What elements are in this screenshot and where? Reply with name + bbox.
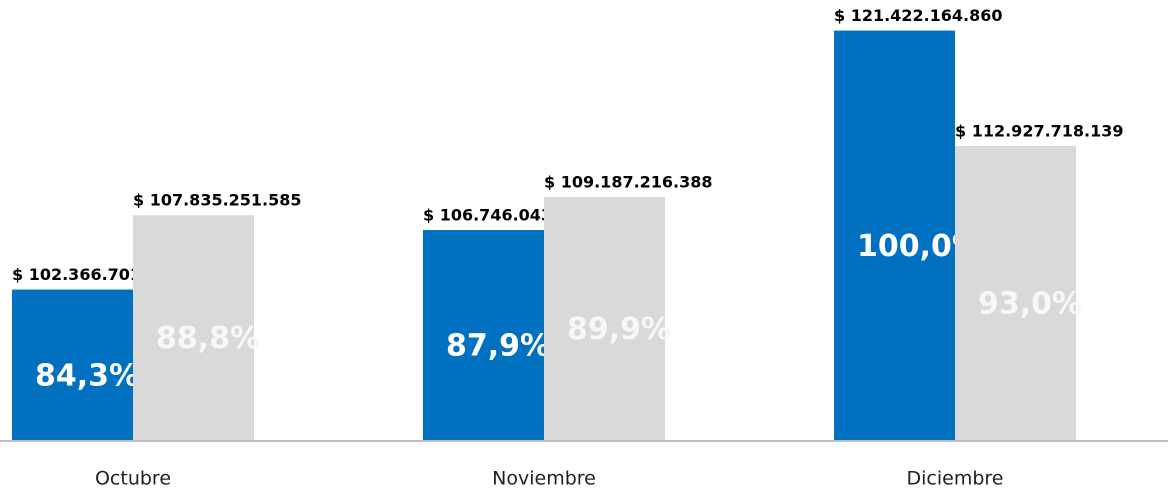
percent-label: 89,9% — [567, 312, 671, 347]
percent-label: 84,3% — [35, 358, 139, 393]
bar — [423, 230, 544, 440]
bar — [544, 196, 665, 440]
value-label: $ 112.927.718.139 — [955, 122, 1124, 141]
x-tick-label: Octubre — [95, 468, 171, 490]
bar — [955, 146, 1076, 441]
x-tick-label: Diciembre — [907, 468, 1004, 490]
value-label: $ 109.187.216.388 — [544, 172, 713, 191]
percent-label: 93,0% — [978, 287, 1082, 322]
bar — [133, 215, 254, 440]
value-label: $ 121.422.164.860 — [834, 6, 1003, 25]
x-tick-label: Noviembre — [492, 468, 596, 490]
bar — [12, 289, 133, 440]
value-label: $ 107.835.251.585 — [133, 191, 302, 210]
percent-label: 88,8% — [156, 321, 260, 356]
bar — [834, 30, 955, 441]
percent-label: 87,9% — [446, 329, 550, 364]
